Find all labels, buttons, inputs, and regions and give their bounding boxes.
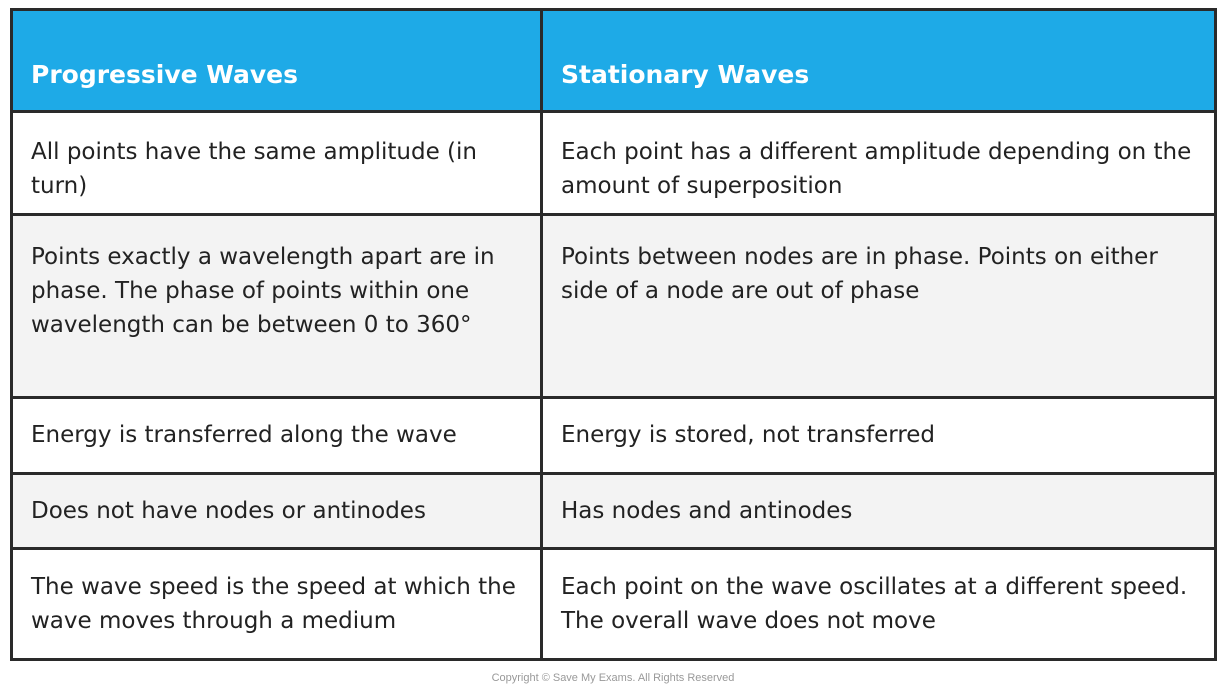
table-row: All points have the same amplitude (in t… [10, 110, 1217, 216]
table-cell: All points have the same amplitude (in t… [10, 110, 543, 216]
table-cell: Each point has a different amplitude dep… [540, 110, 1217, 216]
comparison-table: Progressive Waves Stationary Waves All p… [10, 8, 1217, 661]
header-stationary-waves: Stationary Waves [540, 8, 1217, 113]
table-cell: Energy is transferred along the wave [10, 396, 543, 475]
table-cell: Each point on the wave oscillates at a d… [540, 547, 1217, 661]
table-cell: Has nodes and antinodes [540, 472, 1217, 550]
table-row: Energy is transferred along the wave Ene… [10, 396, 1217, 475]
table-row: The wave speed is the speed at which the… [10, 547, 1217, 661]
table-cell: Energy is stored, not transferred [540, 396, 1217, 475]
table-row: Points exactly a wavelength apart are in… [10, 213, 1217, 399]
table-cell: Does not have nodes or antinodes [10, 472, 543, 550]
table-cell: The wave speed is the speed at which the… [10, 547, 543, 661]
table-row: Does not have nodes or antinodes Has nod… [10, 472, 1217, 550]
table-cell: Points exactly a wavelength apart are in… [10, 213, 543, 399]
table-header-row: Progressive Waves Stationary Waves [10, 8, 1217, 113]
copyright-notice: Copyright © Save My Exams. All Rights Re… [491, 672, 735, 684]
table-cell: Points between nodes are in phase. Point… [540, 213, 1217, 399]
header-progressive-waves: Progressive Waves [10, 8, 543, 113]
